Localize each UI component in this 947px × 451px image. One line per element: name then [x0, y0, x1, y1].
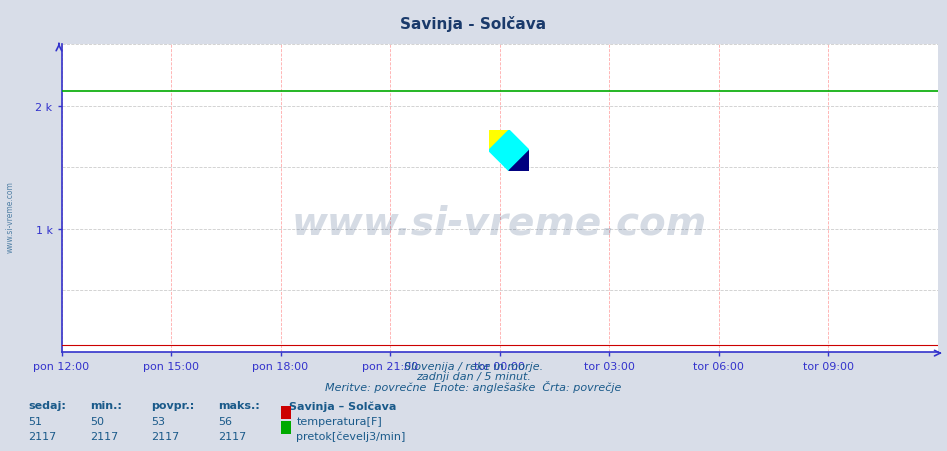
Text: Slovenija / reke in morje.: Slovenija / reke in morje.: [404, 361, 543, 371]
Text: 50: 50: [90, 416, 104, 426]
Text: www.si-vreme.com: www.si-vreme.com: [6, 180, 15, 253]
Polygon shape: [509, 151, 529, 171]
Text: www.si-vreme.com: www.si-vreme.com: [292, 204, 707, 242]
Text: 2117: 2117: [218, 431, 246, 441]
Text: maks.:: maks.:: [218, 400, 259, 410]
Text: 56: 56: [218, 416, 232, 426]
Text: temperatura[F]: temperatura[F]: [296, 416, 383, 426]
Text: 53: 53: [152, 416, 166, 426]
Text: 51: 51: [28, 416, 43, 426]
Text: povpr.:: povpr.:: [152, 400, 195, 410]
Polygon shape: [489, 131, 529, 171]
Text: 2117: 2117: [152, 431, 180, 441]
Text: zadnji dan / 5 minut.: zadnji dan / 5 minut.: [416, 371, 531, 381]
Text: Savinja - Solčava: Savinja - Solčava: [401, 16, 546, 32]
Text: sedaj:: sedaj:: [28, 400, 66, 410]
Text: pretok[čevelj3/min]: pretok[čevelj3/min]: [296, 431, 405, 441]
Polygon shape: [489, 131, 509, 151]
Text: Savinja – Solčava: Savinja – Solčava: [289, 400, 396, 411]
Text: min.:: min.:: [90, 400, 122, 410]
Text: 2117: 2117: [90, 431, 118, 441]
Text: 2117: 2117: [28, 431, 57, 441]
Text: Meritve: povrečne  Enote: anglešaške  Črta: povrečje: Meritve: povrečne Enote: anglešaške Črta…: [326, 381, 621, 393]
